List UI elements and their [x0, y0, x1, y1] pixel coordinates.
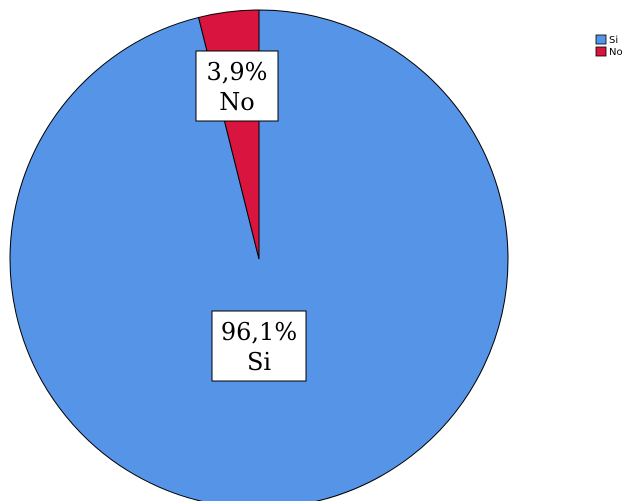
slice-percent-label: 96,1% [221, 318, 297, 346]
slice-label-box [211, 310, 307, 382]
legend-label: Si [609, 35, 618, 46]
slice-label-box [195, 50, 279, 122]
slice-category-label: No [219, 88, 254, 116]
legend-item-si: Si [595, 34, 618, 46]
legend-swatch [595, 46, 607, 57]
legend-swatch [595, 34, 607, 45]
slice-category-label: Si [247, 348, 271, 376]
slice-label-no: 3,9%No [195, 50, 279, 122]
legend-label: No [609, 47, 623, 58]
slice-percent-label: 3,9% [207, 58, 268, 86]
legend-item-no: No [595, 46, 623, 58]
slice-label-si: 96,1%Si [211, 310, 307, 382]
slice-labels: 96,1%Si 3,9%No [195, 50, 307, 382]
